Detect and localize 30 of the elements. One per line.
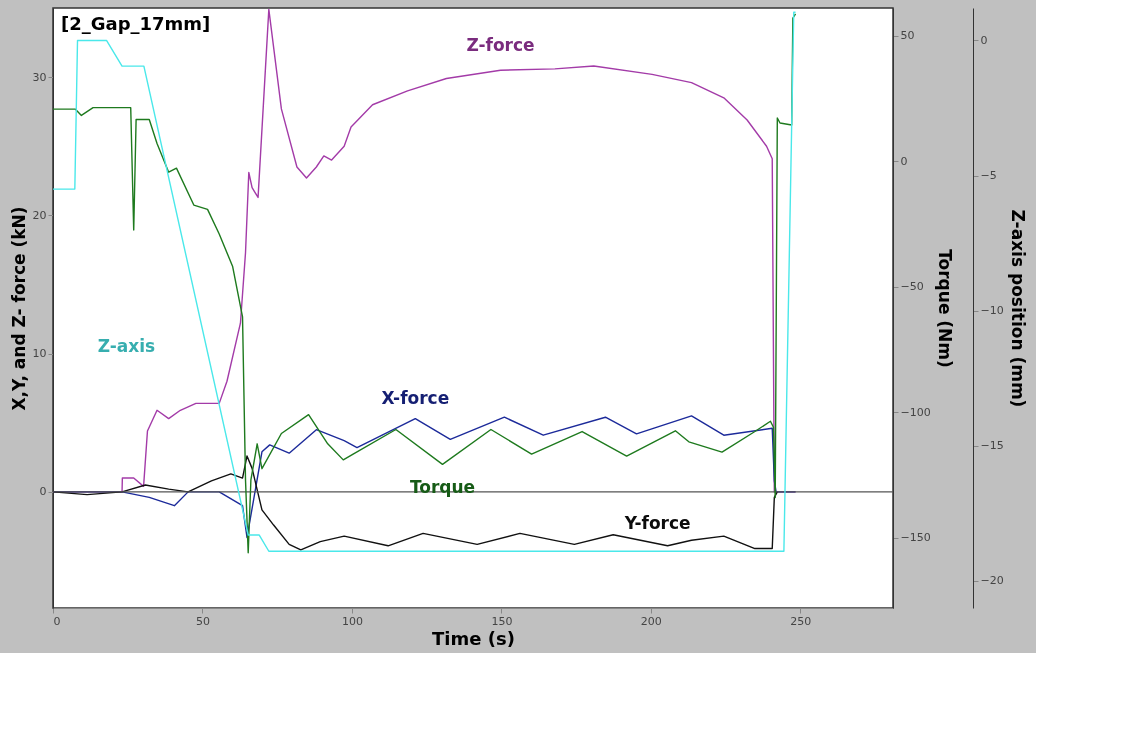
- series-label: Torque: [409, 477, 476, 498]
- annotation: [2_Gap_17mm]: [61, 13, 211, 34]
- series-label: Y-force: [623, 512, 691, 533]
- y3-tick-label: −10: [980, 304, 1004, 318]
- y3-tick-label: −15: [980, 439, 1004, 453]
- x-tick-label: 50: [195, 614, 210, 628]
- y3-axis-title: Z-axis position (mm): [1007, 209, 1028, 408]
- y2-axis-title: Torque (Nm): [934, 249, 955, 368]
- y2-tick-label: 0: [900, 154, 908, 168]
- series-label: Z-force: [466, 35, 535, 56]
- series-label: X-force: [381, 387, 450, 408]
- y3-tick-label: −20: [980, 574, 1004, 588]
- y2-tick-label: 50: [900, 29, 915, 43]
- y2-tick-label: −150: [900, 531, 931, 545]
- x-tick-label: 0: [53, 614, 61, 628]
- y-tick-label: 30: [32, 70, 47, 84]
- x-tick-label: 250: [790, 614, 812, 628]
- x-tick-label: 200: [640, 614, 662, 628]
- y-axis-title: X,Y, and Z- force (kN): [8, 206, 29, 411]
- y-tick-label: 0: [39, 485, 47, 499]
- x-tick-label: 150: [491, 614, 513, 628]
- y-tick-label: 20: [32, 208, 47, 222]
- x-tick-label: 100: [341, 614, 363, 628]
- y2-tick-label: −50: [900, 280, 924, 294]
- text: Z-axis: [97, 336, 156, 357]
- y-tick-label: 10: [32, 347, 47, 361]
- y2-tick-label: −100: [900, 405, 931, 419]
- y3-tick-label: 0: [980, 33, 988, 47]
- x-axis-title: Time (s): [432, 627, 515, 649]
- y3-tick-label: −5: [980, 169, 997, 183]
